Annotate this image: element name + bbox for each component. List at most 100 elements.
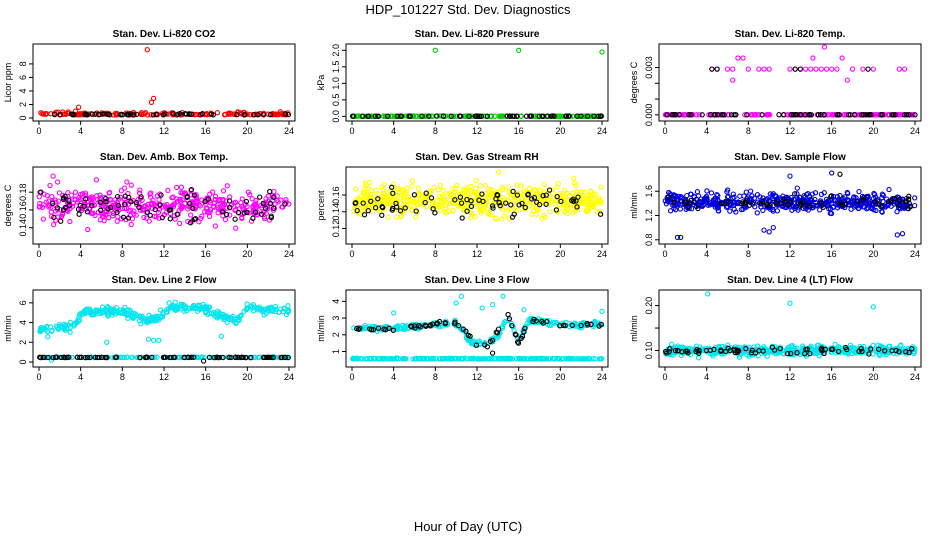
data-point xyxy=(97,207,104,213)
data-point xyxy=(65,189,71,196)
data-point xyxy=(744,112,750,118)
data-point xyxy=(97,192,103,198)
data-point xyxy=(62,204,68,211)
data-point xyxy=(185,218,191,225)
data-point xyxy=(871,199,878,205)
x-tick-label: 12 xyxy=(472,249,482,259)
data-point xyxy=(169,305,175,311)
y-tick-label: 0.000 xyxy=(644,104,654,127)
data-point xyxy=(251,112,257,118)
data-point xyxy=(67,329,73,335)
data-point xyxy=(413,214,419,220)
data-point xyxy=(92,111,98,117)
data-point xyxy=(813,66,819,72)
x-tick-label: 8 xyxy=(120,249,125,259)
data-point xyxy=(868,112,874,118)
data-point xyxy=(125,215,132,221)
data-point xyxy=(157,202,163,208)
data-point xyxy=(719,200,725,207)
data-point xyxy=(575,194,581,200)
data-point xyxy=(479,305,485,311)
data-point xyxy=(730,191,736,197)
data-point xyxy=(117,194,123,200)
panel-title: Stan. Dev. Line 3 Flow xyxy=(425,275,530,286)
data-point xyxy=(440,113,447,119)
data-point xyxy=(750,201,756,207)
chart-panel: Stan. Dev. Gas Stream RH0 4 8 12 16 20 240.120… xyxy=(316,152,609,259)
data-point xyxy=(450,113,457,119)
data-point xyxy=(207,209,213,215)
data-point xyxy=(837,171,843,177)
data-point xyxy=(66,197,72,204)
data-point xyxy=(808,66,814,72)
panel-title: Stan. Dev. Amb. Box Temp. xyxy=(100,152,228,163)
data-point xyxy=(187,204,193,210)
data-point xyxy=(797,66,804,72)
y-tick-label: 4 xyxy=(331,299,341,304)
x-tick-label: 20 xyxy=(868,126,878,136)
x-tick-label: 8 xyxy=(746,126,751,136)
data-point xyxy=(466,113,472,119)
data-point xyxy=(879,195,885,201)
data-point xyxy=(166,300,172,306)
data-point xyxy=(133,312,139,319)
data-point xyxy=(144,215,150,221)
data-point xyxy=(787,300,793,306)
data-point xyxy=(267,188,273,195)
data-point xyxy=(218,208,225,214)
data-point xyxy=(398,200,405,207)
data-point xyxy=(478,208,485,214)
data-point xyxy=(417,191,423,197)
data-point xyxy=(89,111,95,117)
data-point xyxy=(870,304,876,310)
data-points xyxy=(350,293,605,362)
data-point xyxy=(850,195,857,201)
data-point xyxy=(756,112,762,118)
data-point xyxy=(764,202,770,208)
y-tick-label: 2 xyxy=(18,102,28,107)
data-point xyxy=(183,304,189,310)
data-point xyxy=(137,187,143,193)
data-point xyxy=(573,189,579,195)
data-point xyxy=(675,193,681,200)
x-tick-label: 8 xyxy=(746,372,751,382)
data-point xyxy=(432,210,438,216)
data-point xyxy=(79,191,86,197)
data-point xyxy=(393,214,400,220)
data-point xyxy=(599,308,605,315)
x-tick-label: 0 xyxy=(349,126,354,136)
data-point xyxy=(496,169,502,175)
data-point xyxy=(86,306,93,312)
data-point xyxy=(174,184,180,191)
data-point xyxy=(358,211,365,217)
data-point xyxy=(242,111,248,118)
data-point xyxy=(496,199,502,206)
x-tick-label: 0 xyxy=(662,126,667,136)
data-point xyxy=(508,205,514,211)
data-point xyxy=(503,200,509,206)
data-point xyxy=(731,112,737,118)
data-point xyxy=(760,207,766,214)
data-point xyxy=(146,316,153,323)
data-point xyxy=(815,112,822,118)
data-point xyxy=(414,113,420,119)
data-point xyxy=(57,112,64,118)
data-point xyxy=(774,208,781,214)
data-point xyxy=(532,187,539,193)
data-point xyxy=(39,204,46,211)
data-point xyxy=(382,200,389,206)
data-point xyxy=(469,212,475,218)
data-point xyxy=(273,112,279,118)
data-point xyxy=(48,324,54,330)
data-point xyxy=(156,215,162,221)
data-point xyxy=(711,200,717,207)
data-point xyxy=(70,112,76,118)
data-point xyxy=(488,186,495,193)
data-point xyxy=(810,55,816,61)
data-point xyxy=(558,196,564,203)
data-point xyxy=(428,195,435,201)
data-point xyxy=(778,200,784,207)
data-point xyxy=(40,216,47,222)
data-point xyxy=(97,199,104,205)
data-point xyxy=(879,208,885,215)
